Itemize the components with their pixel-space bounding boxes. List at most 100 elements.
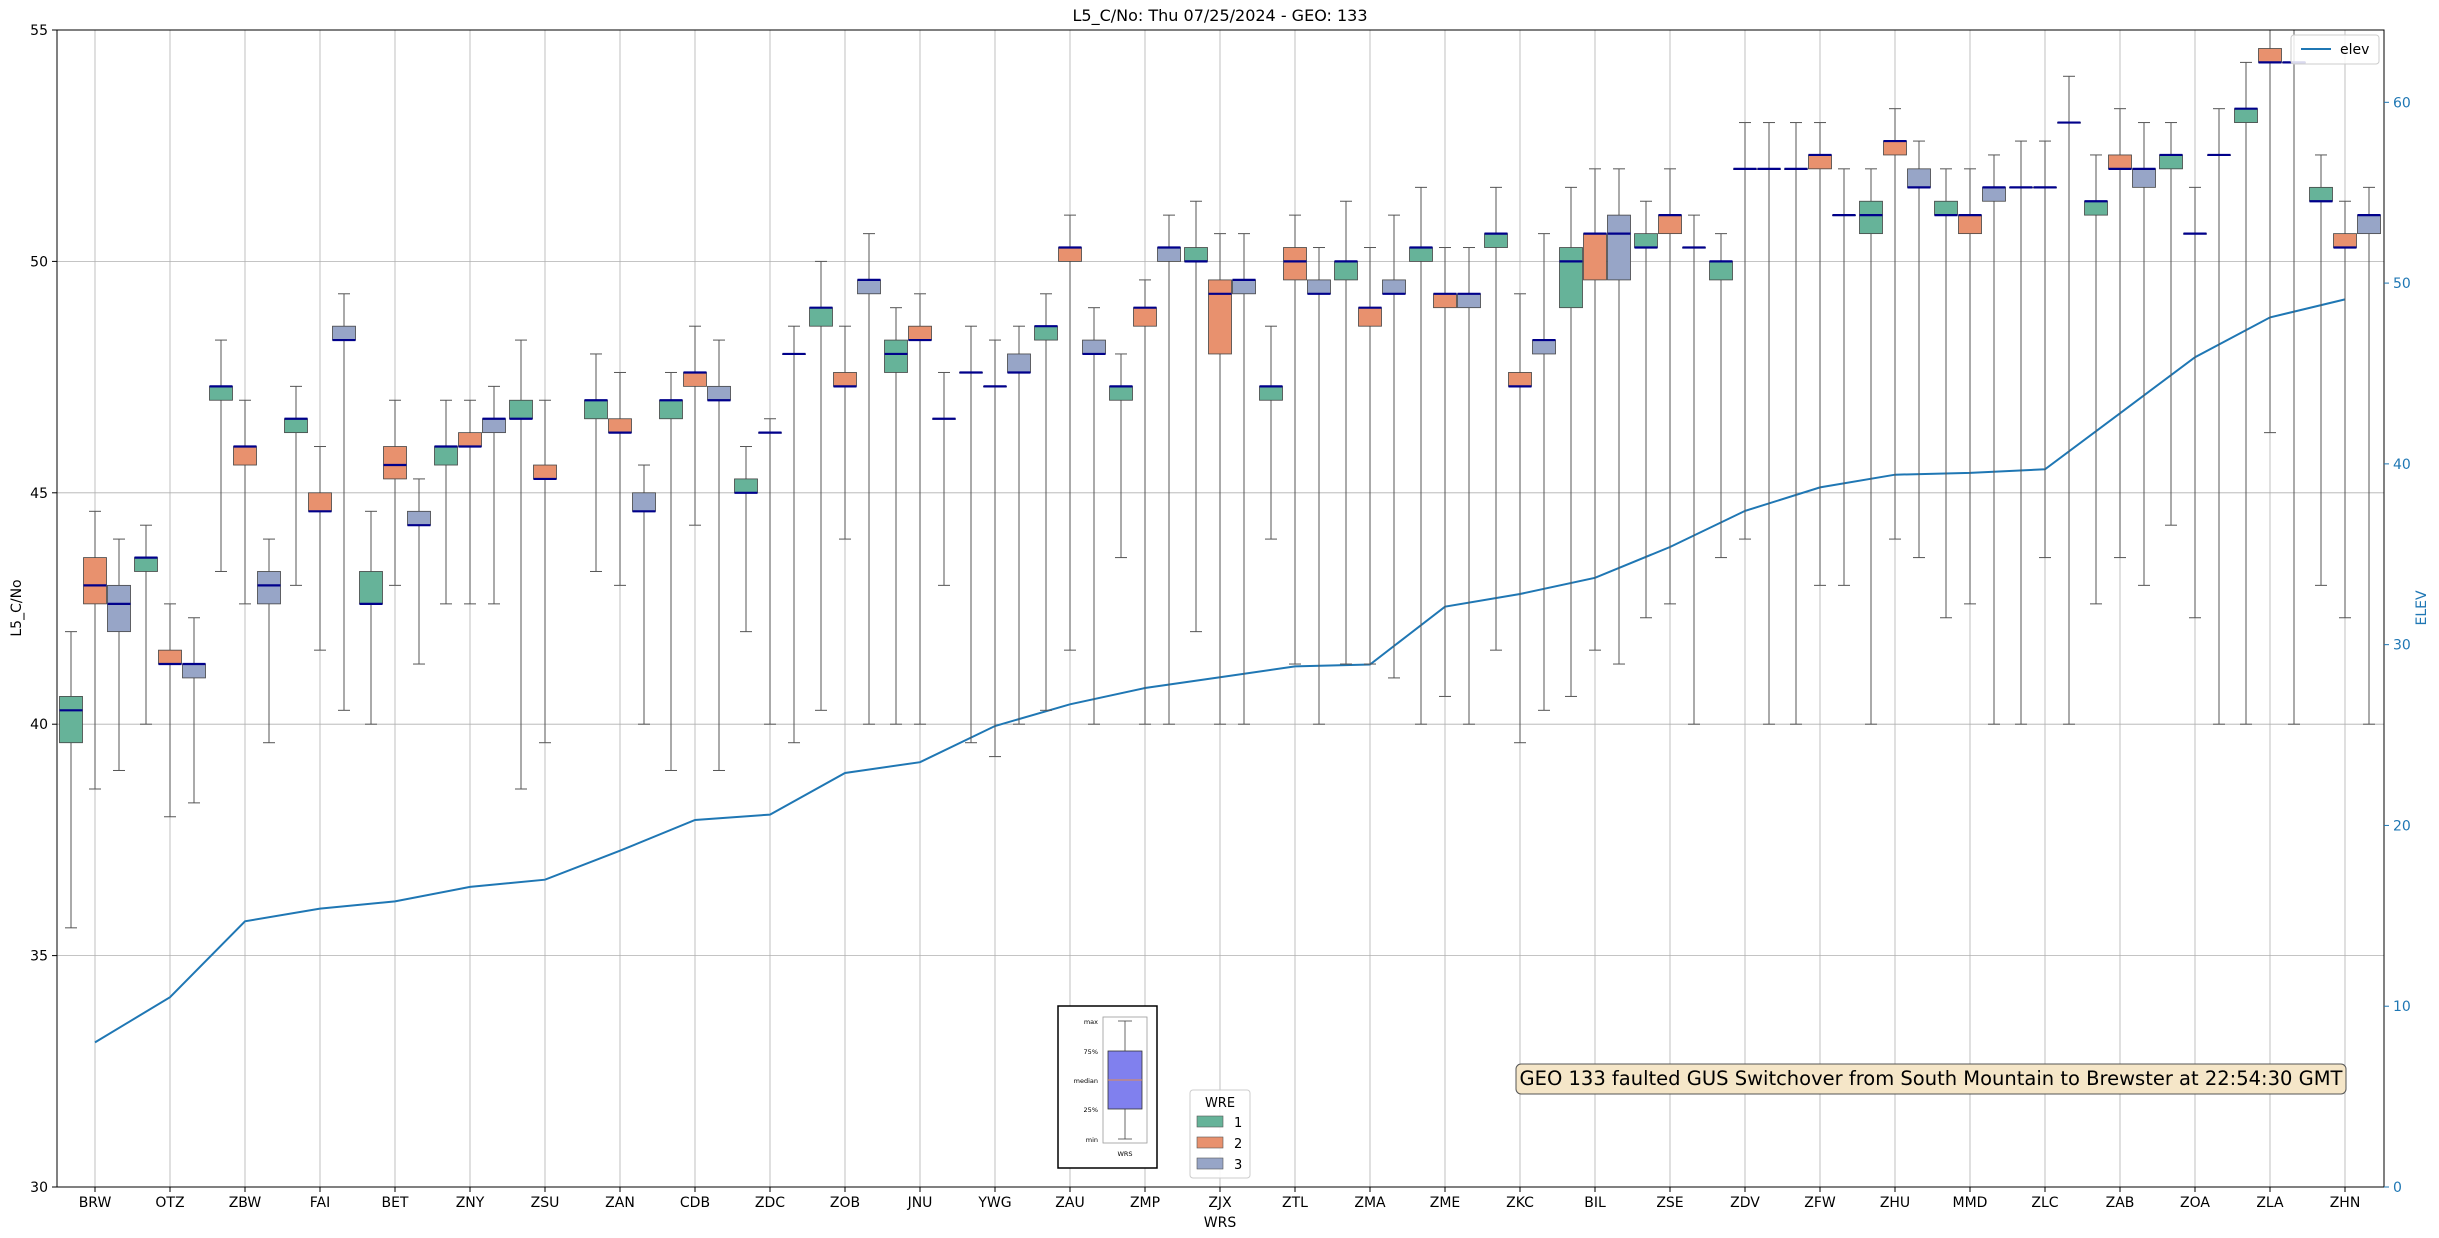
box-iqr — [383, 446, 407, 480]
box-iqr — [1283, 247, 1307, 281]
box-wre2-cdb — [683, 325, 707, 526]
box-wre1-zhn — [2309, 154, 2333, 586]
box-wre2-zhu — [1883, 108, 1907, 540]
box-iqr — [1082, 339, 1106, 355]
box-iqr — [1709, 260, 1733, 281]
x-tick-label: ZSE — [1656, 1195, 1683, 1211]
box-wre1-zdv — [1709, 233, 1733, 559]
box-wre3-bil — [1607, 168, 1631, 665]
key-label-25: 25% — [1084, 1106, 1098, 1114]
box-iqr — [2159, 154, 2183, 170]
box-wre1-zfw — [1784, 122, 1808, 725]
box-wre1-zma — [1334, 200, 1358, 665]
box-iqr — [209, 385, 233, 401]
box-wre3-brw — [107, 538, 131, 771]
x-tick-label: BET — [381, 1195, 408, 1211]
box-iqr — [2357, 214, 2381, 235]
elev-legend-label: elev — [2340, 42, 2369, 58]
key-label-min: min — [1086, 1136, 1098, 1144]
box-iqr — [1259, 385, 1283, 401]
box-wre1-zhu — [1859, 168, 1883, 725]
x-tick-label: ZME — [1430, 1195, 1461, 1211]
box-wre1-zny — [434, 399, 458, 605]
box-wre3-zoa — [2207, 108, 2231, 725]
box-wre3-zhu — [1907, 140, 1931, 559]
box-iqr — [2132, 168, 2156, 188]
box-wre3-jnu — [932, 371, 956, 586]
box-wre1-zbw — [209, 339, 233, 572]
box-iqr — [1334, 260, 1358, 281]
box-wre3-ywg — [1007, 325, 1031, 725]
box-wre2-zse — [1658, 168, 1682, 605]
key-label-75: 75% — [1084, 1048, 1098, 1056]
x-tick-label: JNU — [907, 1195, 933, 1211]
x-tick-label: OTZ — [155, 1195, 184, 1211]
x-tick-label: ZNY — [456, 1195, 485, 1211]
box-iqr — [1034, 325, 1058, 341]
box-wre3-otz — [182, 617, 206, 804]
annotation-box — [1515, 1063, 2347, 1095]
y-tick-label: 35 — [30, 949, 48, 965]
box-iqr — [482, 418, 506, 434]
box-wre1-zme — [1409, 186, 1433, 725]
box-iqr — [1007, 353, 1031, 373]
box-wre2-zdc — [758, 418, 782, 725]
box-wre2-zhn — [2333, 200, 2357, 619]
box-iqr — [1058, 247, 1082, 262]
box-wre1-zau — [1034, 293, 1058, 711]
x-tick-label: ZDC — [755, 1195, 785, 1211]
x-tick-label: ZDV — [1730, 1195, 1760, 1211]
x-tick-label: ZAB — [2106, 1195, 2135, 1211]
y2-axis-label: ELEV — [2414, 590, 2430, 625]
box-wre1-zla — [2234, 61, 2258, 725]
box-iqr — [407, 510, 431, 526]
box-wre1-bil — [1559, 186, 1583, 697]
wre-legend-label-3: 3 — [1234, 1158, 1242, 1173]
wre-legend-frame — [1189, 1089, 1251, 1179]
box-iqr — [659, 399, 683, 420]
box-iqr — [1508, 372, 1532, 387]
x-tick-label: BRW — [79, 1195, 112, 1211]
box-wre1-ztl — [1259, 325, 1283, 540]
box-iqr — [1109, 385, 1133, 401]
elev-legend: elev — [2290, 34, 2380, 65]
box-iqr — [59, 696, 83, 744]
x-tick-label: FAI — [310, 1195, 330, 1211]
box-iqr — [1382, 279, 1406, 295]
box-wre1-zan — [584, 353, 608, 572]
box-wre3-zkc — [1532, 233, 1556, 711]
box-wre2-fai — [308, 446, 332, 651]
key-footer: WRS — [1117, 1150, 1132, 1158]
x-tick-label: ZAU — [1055, 1195, 1084, 1211]
box-iqr — [308, 492, 332, 512]
box-iqr — [1958, 214, 1982, 235]
box-iqr — [434, 446, 458, 466]
y2-tick-label: 40 — [2393, 457, 2411, 473]
box-iqr — [608, 418, 632, 434]
box-wre2-otz — [158, 603, 182, 818]
box-plots — [59, 29, 2381, 929]
x-tick-label: ZFW — [1804, 1195, 1836, 1211]
box-wre1-mmd — [1934, 168, 1958, 619]
box-wre2-zob — [833, 325, 857, 540]
box-iqr — [134, 557, 158, 572]
box-iqr — [1307, 279, 1331, 295]
left-axis-ticks: 30 35 40 45 50 55 — [30, 23, 57, 1196]
y-tick-label: 50 — [30, 254, 48, 270]
box-wre3-zmp — [1157, 214, 1181, 725]
box-wre2-zbw — [233, 399, 257, 605]
box-iqr — [1859, 200, 1883, 235]
y-tick-label: 45 — [30, 486, 48, 502]
switchover-annotation: GEO 133 faulted GUS Switchover from Sout… — [1515, 1063, 2347, 1095]
x-tick-label: ZSU — [531, 1195, 560, 1211]
box-wre2-zkc — [1508, 293, 1532, 744]
box-wre3-ztl — [1307, 247, 1331, 725]
box-wre2-zoa — [2183, 186, 2207, 619]
box-wre2-zla — [2258, 29, 2282, 434]
wre-legend-swatch-2 — [1196, 1136, 1224, 1149]
right-axis-ticks: 0 10 20 30 40 50 60 — [2384, 95, 2411, 1196]
x-tick-label: ZAN — [605, 1195, 635, 1211]
box-wre1-fai — [284, 385, 308, 586]
box-wre3-zme — [1457, 247, 1481, 725]
